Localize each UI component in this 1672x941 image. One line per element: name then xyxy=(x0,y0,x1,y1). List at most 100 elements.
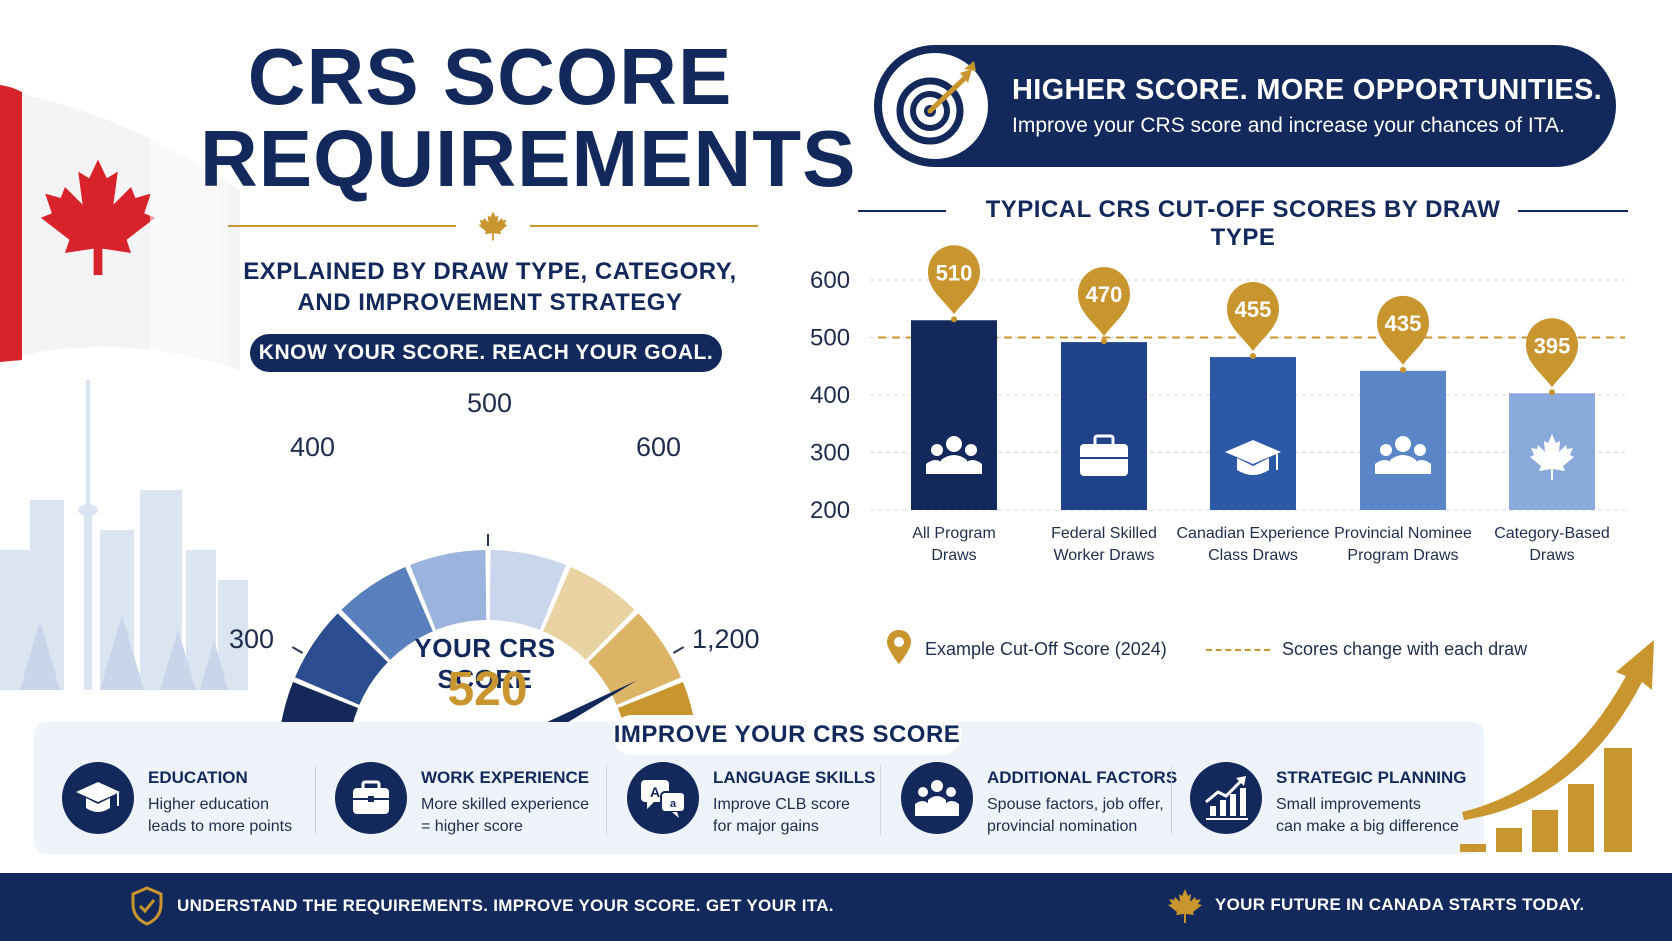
improve-description-line: Improve CLB score xyxy=(713,796,850,813)
page-title: CRS SCORE REQUIREMENTS xyxy=(200,32,857,203)
category-label: Program Draws xyxy=(1347,547,1458,564)
improve-description-line: Higher education xyxy=(148,796,269,813)
chart-title: TYPICAL CRS CUT-OFF SCORES BY DRAW TYPE xyxy=(858,196,1628,251)
improve-description-line: More skilled experience xyxy=(421,796,590,813)
improve-heading: WORK EXPERIENCE xyxy=(421,768,590,787)
y-tick-label: 500 xyxy=(810,325,850,352)
gauge-tick-500: 500 xyxy=(467,388,513,418)
improve-description: Small improvements can make a big differ… xyxy=(1276,794,1459,838)
banner-subtitle: Improve your CRS score and increase your… xyxy=(1012,114,1565,137)
gauge-segment xyxy=(341,566,433,660)
maple-leaf-icon xyxy=(1168,889,1202,923)
improve-separator xyxy=(315,765,316,835)
shield-check-icon xyxy=(131,886,163,926)
score-label: YOUR CRS SCORE xyxy=(414,633,556,694)
subtitle-line-2: AND IMPROVEMENT STRATEGY xyxy=(297,289,683,316)
improve-heading: LANGUAGE SKILLS xyxy=(713,768,876,787)
city-skyline-image xyxy=(0,380,248,690)
cutoff-pin xyxy=(928,245,980,323)
title-divider xyxy=(228,208,758,244)
category-label: Category-Based xyxy=(1494,525,1610,542)
people-icon xyxy=(901,762,973,834)
graduation-cap-icon xyxy=(1225,440,1281,475)
cutoff-pin xyxy=(1227,282,1279,360)
footer-bar xyxy=(0,873,1672,941)
y-tick-label: 300 xyxy=(810,440,850,467)
chart-bar xyxy=(911,320,997,510)
maple-leaf-icon xyxy=(1530,434,1574,480)
category-label: Draws xyxy=(1529,547,1574,564)
footer-left-text: UNDERSTAND THE REQUIREMENTS. IMPROVE YOU… xyxy=(177,896,834,915)
bar-value-label: 435 xyxy=(1385,311,1422,336)
cutoff-pin xyxy=(1078,267,1130,345)
gauge-segment xyxy=(588,613,682,705)
subtitle-line-1: EXPLAINED BY DRAW TYPE, CATEGORY, xyxy=(243,258,737,285)
cutoff-pin xyxy=(1526,318,1578,396)
improve-description-line: provincial nomination xyxy=(987,818,1138,835)
improve-heading: STRATEGIC PLANNING xyxy=(1276,768,1467,787)
score-value: 520 xyxy=(447,663,528,716)
improve-separator xyxy=(606,765,607,835)
growth-chart-icon xyxy=(1190,762,1262,834)
gauge-needle xyxy=(534,680,637,728)
improve-separator xyxy=(1171,765,1172,835)
gauge-tick-600: 600 xyxy=(636,432,682,462)
bar-value-label: 470 xyxy=(1086,282,1123,307)
improve-description: Higher education leads to more points xyxy=(148,794,292,838)
category-label: Class Draws xyxy=(1208,547,1298,564)
gauge-tick-max: 1,200 xyxy=(692,624,760,654)
pin-legend-icon xyxy=(887,630,911,664)
banner-title: HIGHER SCORE. MORE OPPORTUNITIES. xyxy=(1012,74,1602,106)
improve-title: IMPROVE YOUR CRS SCORE xyxy=(613,721,961,748)
category-label: Canadian Experience xyxy=(1177,525,1330,542)
legend-dash-label: Scores change with each draw xyxy=(1282,639,1528,659)
category-label: Provincial Nominee xyxy=(1334,525,1472,542)
group-icon xyxy=(926,436,982,474)
chart-bar xyxy=(1061,342,1147,510)
maple-leaf-icon xyxy=(478,211,508,241)
page-subtitle: EXPLAINED BY DRAW TYPE, CATEGORY, AND IM… xyxy=(220,256,760,318)
chart-title-text: TYPICAL CRS CUT-OFF SCORES BY DRAW TYPE xyxy=(985,196,1501,251)
category-label: Worker Draws xyxy=(1053,547,1154,564)
legend-pin-label: Example Cut-Off Score (2024) xyxy=(925,639,1167,659)
gauge-segment xyxy=(294,613,388,705)
tagline-pill: KNOW YOUR SCORE. REACH YOUR GOAL. xyxy=(250,334,722,372)
chart-bar xyxy=(1210,357,1296,510)
briefcase-icon xyxy=(335,762,407,834)
target-arrow-icon xyxy=(882,53,988,159)
gauge-tick-mark xyxy=(672,646,685,654)
graduation-cap-icon xyxy=(62,762,134,834)
title-line-1: CRS SCORE xyxy=(247,32,733,121)
category-label: All Program xyxy=(912,525,996,542)
group-icon xyxy=(1375,436,1431,474)
category-label: Draws xyxy=(931,547,976,564)
score-gauge xyxy=(280,534,696,728)
canada-flag-image xyxy=(0,70,240,380)
improve-description-line: Spouse factors, job offer, xyxy=(987,796,1164,813)
category-label: Federal Skilled xyxy=(1051,525,1157,542)
improve-title-background xyxy=(612,715,962,755)
language-bubbles-icon: A a xyxy=(627,762,699,834)
improve-description-line: leads to more points xyxy=(148,818,293,835)
svg-text:a: a xyxy=(670,798,677,810)
improve-heading: EDUCATION xyxy=(148,768,248,787)
gauge-tick-min: 300 xyxy=(229,624,275,654)
improve-description-line: Small improvements xyxy=(1276,796,1421,813)
title-line-2: REQUIREMENTS xyxy=(200,114,857,203)
improve-separator xyxy=(880,765,881,835)
gauge-segment xyxy=(543,566,635,660)
bar-value-label: 455 xyxy=(1235,297,1272,322)
svg-text:A: A xyxy=(650,784,660,800)
improve-description-line: for major gains xyxy=(713,818,819,835)
bar-value-label: 510 xyxy=(936,260,973,285)
gauge-segment xyxy=(410,550,487,631)
improve-description-line: = higher score xyxy=(421,818,523,835)
dashed-line-legend-icon xyxy=(1206,649,1270,651)
improve-description: Improve CLB score for major gains xyxy=(713,794,850,838)
y-tick-label: 400 xyxy=(810,382,850,409)
y-tick-label: 200 xyxy=(810,497,850,524)
opportunity-banner xyxy=(874,45,1616,167)
improve-description: Spouse factors, job offer, provincial no… xyxy=(987,794,1164,838)
growth-arrow-illustration xyxy=(1460,640,1654,852)
gauge-tick-mark xyxy=(291,646,304,654)
